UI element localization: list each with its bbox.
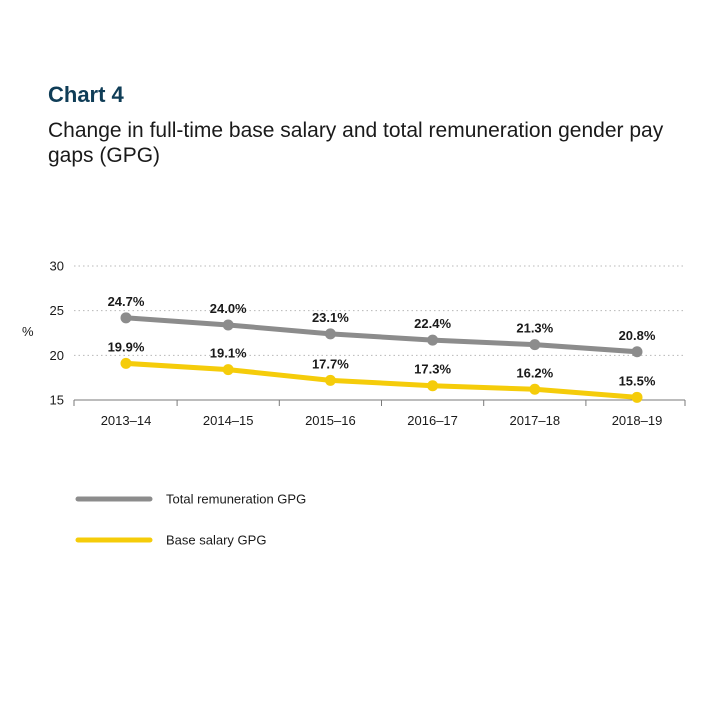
data-label: 16.2% <box>516 365 553 380</box>
data-label: 24.0% <box>210 301 247 316</box>
y-tick-label: 30 <box>50 259 64 274</box>
series-line <box>123 315 640 355</box>
data-point <box>222 319 234 331</box>
data-labels: 24.7% 24.0% 23.1% 22.4% 21.3% 20.8% 19.9% 19.1%… <box>108 294 656 389</box>
legend: Total remuneration GPG Base salary GPG <box>75 492 306 548</box>
data-label: 24.7% <box>108 294 145 309</box>
chart-title: Change in full-time base salary and tota… <box>48 119 664 167</box>
legend-label: Base salary GPG <box>166 533 266 548</box>
data-point <box>222 364 234 376</box>
data-label: 17.3% <box>414 362 451 377</box>
x-tick-label: 2016–17 <box>407 413 458 428</box>
legend-label: Total remuneration GPG <box>166 492 306 507</box>
data-point <box>427 334 439 346</box>
series-line <box>123 360 640 400</box>
chart-label: Chart 4 <box>48 82 124 107</box>
axes: 15 20 25 30% 2013–14 2014–15 2015–16 2016–17 201… <box>22 259 686 428</box>
gridlines <box>74 265 685 356</box>
data-point <box>120 357 132 369</box>
data-point <box>427 380 439 392</box>
x-tick-label: 2017–18 <box>509 413 560 428</box>
data-label: 19.9% <box>108 339 145 354</box>
x-tick-label: 2015–16 <box>305 413 356 428</box>
y-tick-label: 20 <box>50 348 64 363</box>
data-point <box>529 339 541 351</box>
data-point <box>120 312 132 324</box>
data-label: 19.1% <box>210 346 247 361</box>
data-label: 15.5% <box>619 373 656 388</box>
data-point <box>631 391 643 403</box>
data-point <box>631 346 643 358</box>
y-tick-label: 25 <box>50 303 64 318</box>
x-tick-label: 2014–15 <box>203 413 254 428</box>
y-tick-label: 15 <box>50 393 64 408</box>
series-layer <box>120 312 643 403</box>
data-point <box>324 374 336 386</box>
y-axis-label: % <box>22 324 34 339</box>
data-point <box>529 383 541 395</box>
data-label: 23.1% <box>312 310 349 325</box>
data-label: 21.3% <box>516 321 553 336</box>
data-label: 20.8% <box>619 328 656 343</box>
data-label: 17.7% <box>312 356 349 371</box>
x-tick-label: 2013–14 <box>101 413 152 428</box>
data-label: 22.4% <box>414 316 451 331</box>
data-point <box>324 328 336 340</box>
x-tick-label: 2018–19 <box>612 413 663 428</box>
